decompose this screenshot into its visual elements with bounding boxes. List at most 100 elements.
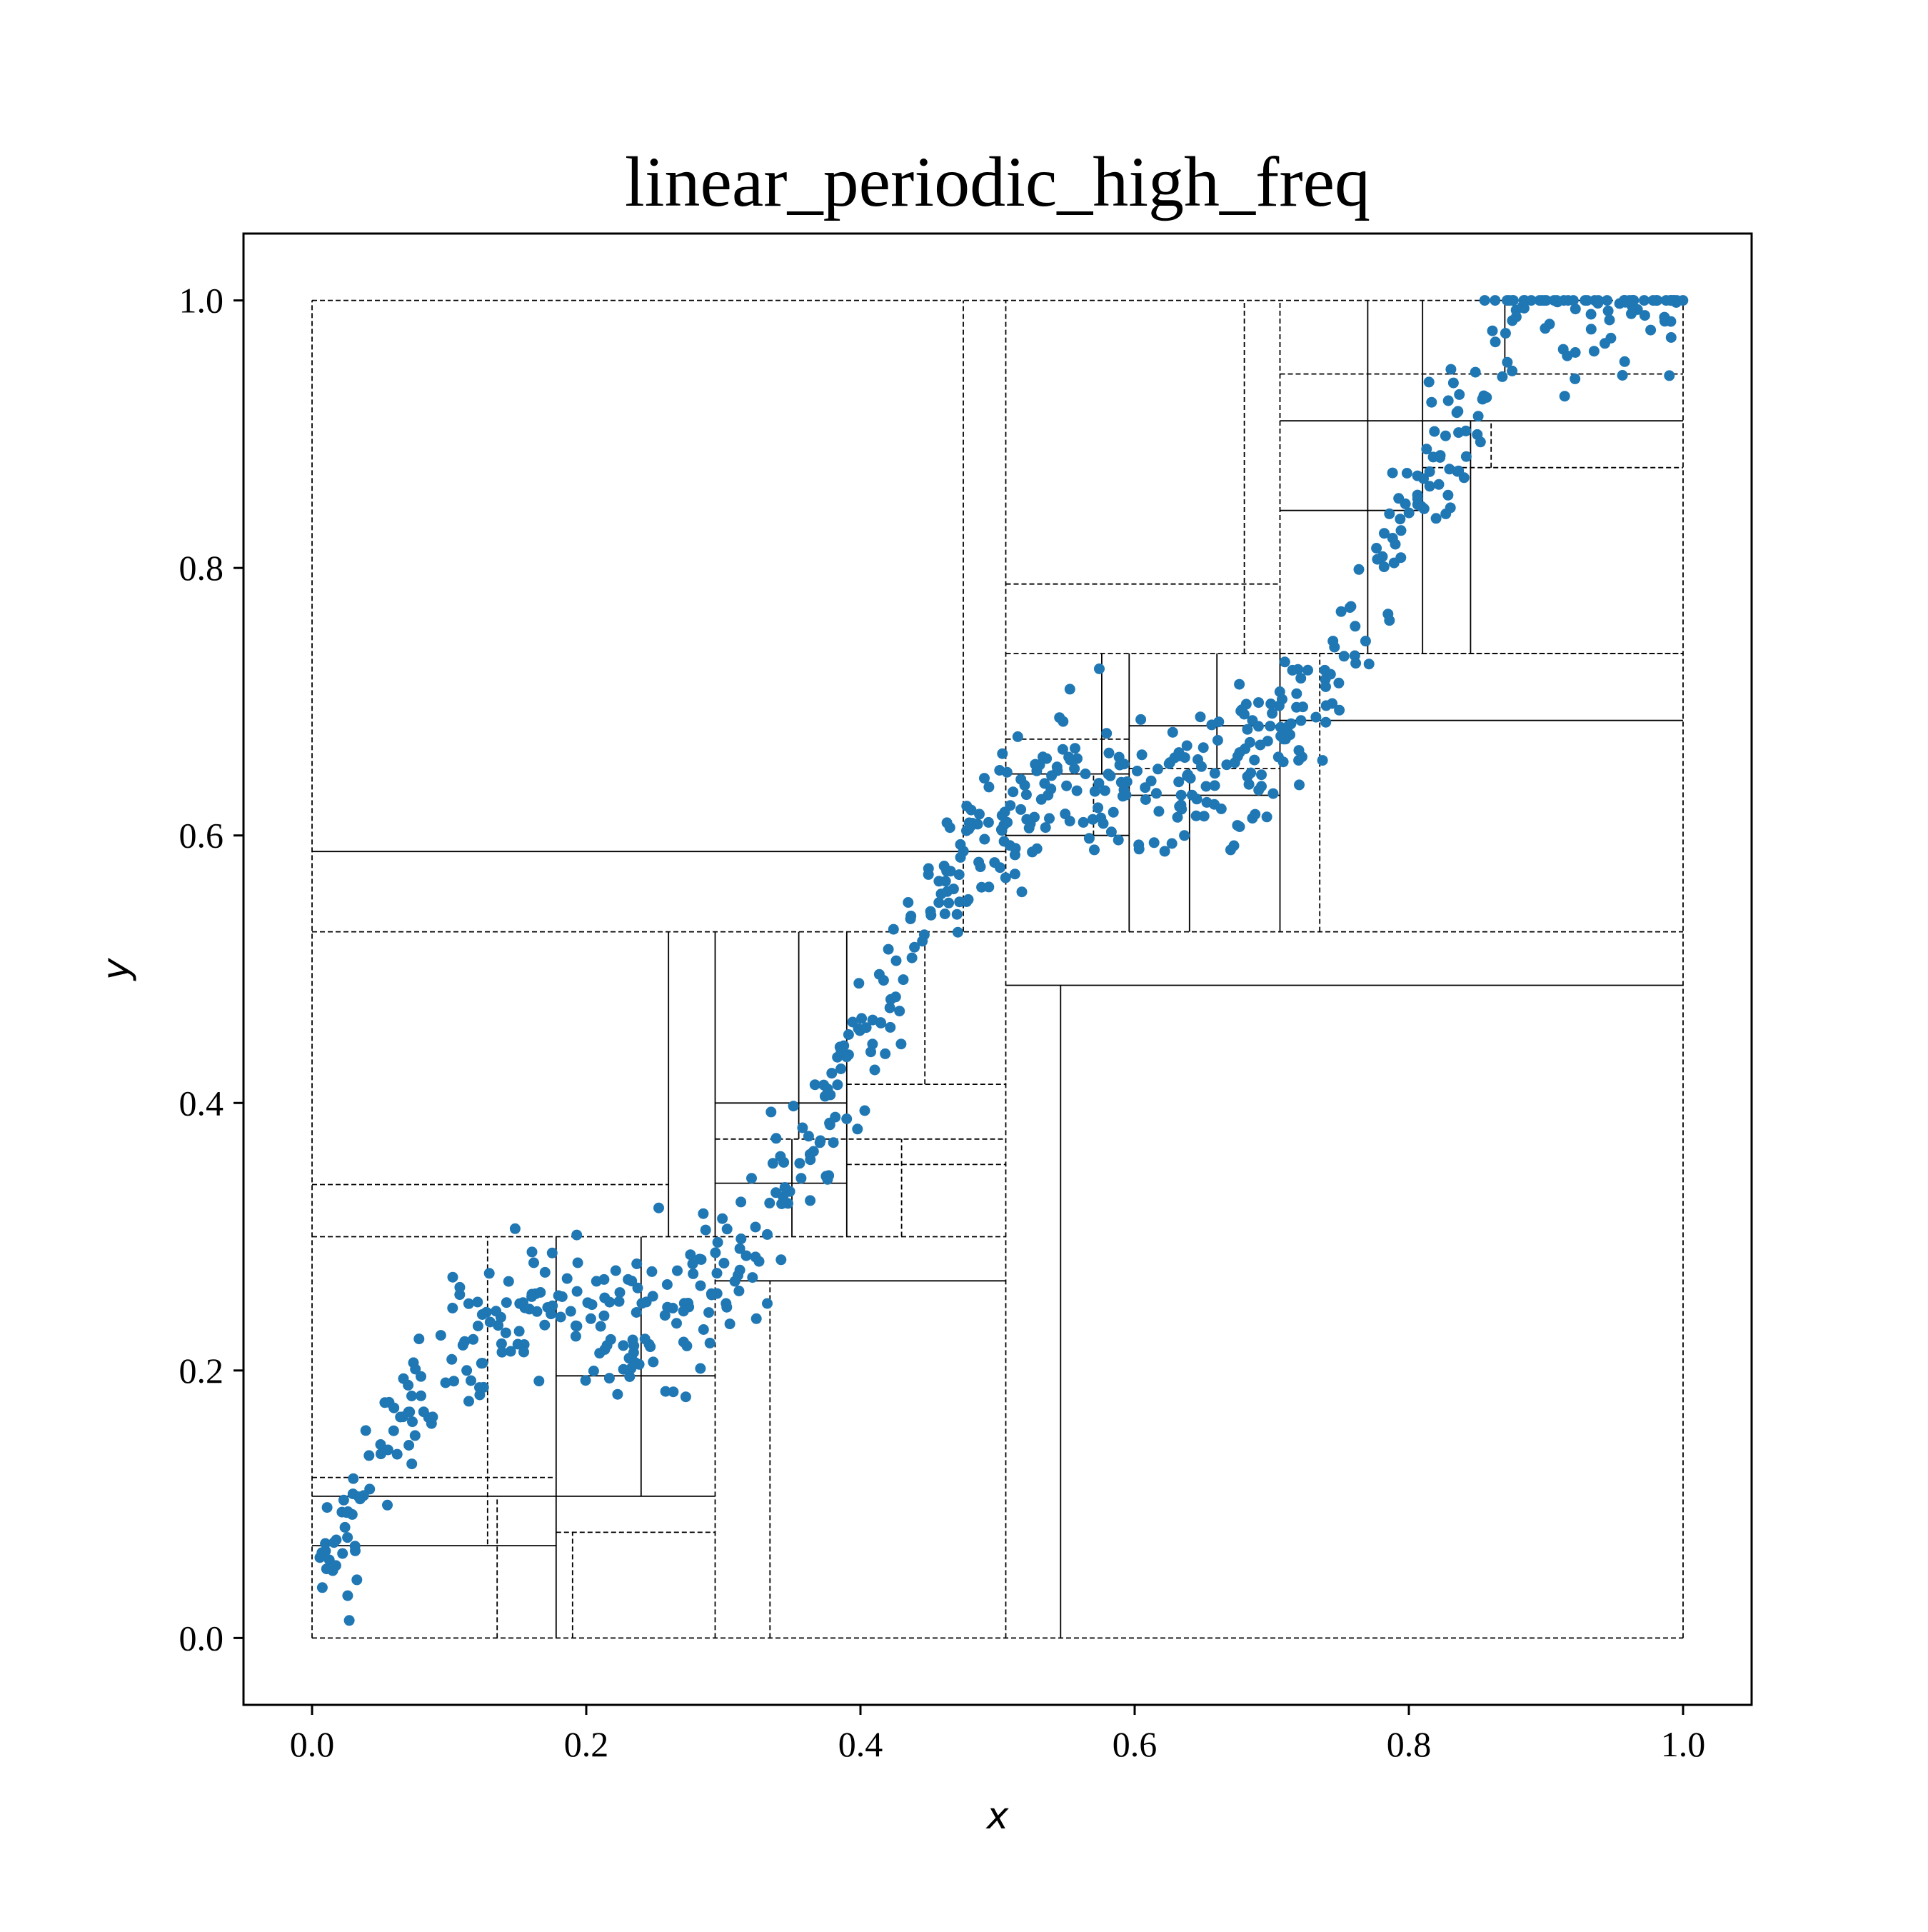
data-point: [342, 1532, 353, 1543]
data-point: [1442, 489, 1454, 501]
data-point: [1234, 747, 1245, 759]
data-point: [1113, 834, 1124, 846]
data-point: [409, 1430, 421, 1441]
data-point: [718, 1258, 730, 1268]
data-point: [1334, 704, 1345, 716]
data-point: [539, 1319, 551, 1331]
data-point: [1070, 743, 1080, 754]
data-point: [484, 1316, 496, 1328]
data-point: [997, 748, 1008, 759]
data-point: [1015, 804, 1027, 815]
data-point: [1490, 336, 1501, 348]
data-point: [1665, 332, 1677, 343]
data-point: [582, 1297, 593, 1308]
data-point: [729, 1276, 740, 1287]
data-point: [1185, 773, 1196, 784]
data-points: [314, 295, 1689, 1626]
data-point: [940, 876, 951, 887]
data-point: [1445, 364, 1457, 375]
data-point: [672, 1265, 683, 1276]
data-point: [403, 1440, 415, 1451]
data-point: [339, 1521, 351, 1533]
data-point: [925, 909, 937, 921]
data-point: [1570, 373, 1581, 384]
data-point: [832, 1079, 843, 1091]
data-point: [1008, 786, 1019, 798]
data-point: [463, 1396, 474, 1407]
data-point: [1040, 822, 1051, 834]
plot-frame: [242, 232, 1753, 1706]
y-tick-label: 0.8: [179, 548, 224, 588]
data-point: [1320, 700, 1332, 711]
data-point: [483, 1268, 495, 1279]
data-point: [1221, 759, 1232, 771]
data-point: [1198, 742, 1209, 754]
data-point: [1065, 754, 1076, 766]
data-point: [1567, 295, 1579, 306]
data-point: [1371, 543, 1382, 554]
data-point: [965, 821, 976, 832]
data-point: [1481, 391, 1492, 403]
data-point: [1101, 728, 1113, 739]
data-point: [678, 1298, 690, 1309]
data-point: [951, 909, 963, 920]
data-point: [909, 941, 920, 953]
data-point: [472, 1321, 483, 1331]
data-point: [328, 1537, 340, 1548]
data-point: [1430, 513, 1442, 524]
data-point: [1247, 813, 1258, 824]
data-point: [1179, 752, 1190, 764]
data-point: [1179, 830, 1190, 841]
data-point: [1582, 295, 1593, 306]
x-axis-label: x: [985, 1795, 1010, 1838]
data-point: [1393, 493, 1405, 504]
data-point: [753, 1256, 765, 1267]
data-point: [952, 926, 963, 938]
data-point: [935, 889, 947, 900]
data-point: [1215, 804, 1227, 814]
data-point: [835, 1063, 847, 1074]
data-point: [1453, 465, 1465, 476]
data-point: [1009, 869, 1020, 880]
data-point: [830, 1111, 841, 1123]
data-point: [1479, 295, 1490, 306]
data-point: [1272, 751, 1284, 763]
data-point: [1005, 800, 1016, 811]
data-point: [680, 1391, 691, 1403]
data-point: [1093, 778, 1105, 789]
data-point: [518, 1346, 529, 1358]
data-point: [571, 1229, 583, 1241]
data-point: [382, 1499, 393, 1511]
data-point: [1525, 295, 1537, 306]
data-point: [1460, 425, 1472, 436]
y-tick-label: 1.0: [179, 281, 224, 321]
data-point: [555, 1311, 566, 1323]
data-point: [1108, 806, 1119, 818]
data-point: [826, 1068, 838, 1079]
data-point: [1619, 295, 1630, 306]
data-point: [476, 1358, 487, 1369]
data-point: [808, 1146, 819, 1157]
data-point: [1363, 659, 1375, 670]
data-point: [1570, 304, 1581, 315]
data-point: [1645, 324, 1657, 336]
data-point: [500, 1327, 511, 1338]
data-point: [1384, 508, 1395, 519]
data-point: [878, 975, 889, 986]
data-point: [660, 1386, 671, 1397]
data-point: [427, 1411, 438, 1423]
data-point: [501, 1297, 512, 1308]
data-point: [1089, 786, 1100, 797]
data-point: [1472, 411, 1484, 422]
data-point: [695, 1280, 706, 1291]
data-point: [1176, 804, 1188, 815]
data-point: [1002, 816, 1013, 828]
data-point: [762, 1298, 773, 1309]
data-point: [624, 1371, 636, 1382]
data-point: [668, 1386, 679, 1398]
data-point: [406, 1391, 417, 1401]
data-point: [1302, 664, 1313, 676]
data-point: [1265, 699, 1277, 709]
